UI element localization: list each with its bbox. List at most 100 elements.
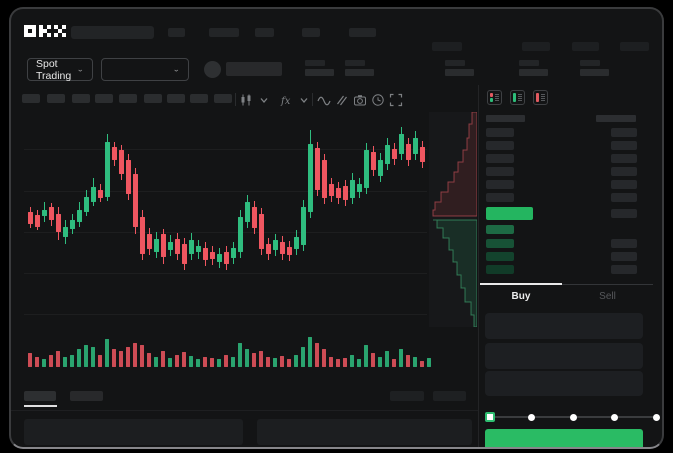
candle-body	[154, 239, 159, 252]
chevron-down-icon[interactable]	[297, 93, 311, 107]
candle-body	[315, 148, 320, 190]
market-type-selector[interactable]: Spot Trading ⌄	[27, 58, 93, 82]
volume-bar	[56, 351, 60, 367]
candle-body	[301, 207, 306, 245]
bid-price-placeholder[interactable]	[486, 239, 514, 248]
volume-bar	[161, 351, 165, 367]
candle-body	[231, 248, 236, 258]
wave-line-icon[interactable]	[317, 93, 331, 107]
volume-bar	[315, 343, 319, 367]
ask-price-placeholder[interactable]	[486, 154, 514, 163]
bid-amount-placeholder	[611, 265, 637, 274]
volume-bar	[140, 345, 144, 367]
amount-input[interactable]	[485, 343, 643, 369]
pair-selector[interactable]: ⌄	[101, 58, 189, 81]
ticker-stat-value-placeholder	[345, 69, 374, 76]
buy-submit-button[interactable]	[485, 429, 643, 447]
volume-bar	[301, 347, 305, 367]
ask-price-placeholder[interactable]	[486, 193, 514, 202]
timeframe-button-placeholder[interactable]	[190, 94, 208, 103]
buy-tab-indicator	[480, 283, 562, 285]
nav-item-placeholder[interactable]	[620, 42, 649, 51]
bottom-action-placeholder[interactable]	[433, 391, 466, 401]
nav-item-placeholder[interactable]	[255, 28, 274, 37]
timeframe-button-placeholder[interactable]	[144, 94, 162, 103]
search-input[interactable]	[71, 26, 154, 39]
volume-bar	[399, 349, 403, 367]
slider-stop-dot[interactable]	[569, 413, 577, 421]
bid-price-placeholder[interactable]	[486, 225, 514, 234]
ask-price-placeholder[interactable]	[486, 180, 514, 189]
tab-buy[interactable]: Buy	[480, 285, 562, 307]
volume-bar	[420, 361, 424, 367]
nav-item-placeholder[interactable]	[572, 42, 599, 51]
okx-logo[interactable]	[24, 25, 66, 37]
slider-handle[interactable]	[485, 412, 495, 422]
candle-body	[112, 147, 117, 160]
candle-body	[70, 220, 75, 229]
nav-item-placeholder[interactable]	[522, 42, 550, 51]
total-input[interactable]	[485, 371, 643, 396]
timeframe-button-placeholder[interactable]	[214, 94, 232, 103]
ask-amount-placeholder	[611, 209, 637, 218]
pair-avatar	[204, 61, 221, 78]
book-asks-bids-icon[interactable]	[487, 90, 502, 105]
volume-bar	[364, 345, 368, 367]
nav-item-placeholder[interactable]	[302, 28, 320, 37]
candle-body	[105, 142, 110, 197]
volume-bar	[91, 347, 95, 367]
volume-bar	[259, 351, 263, 367]
candle-body	[259, 214, 264, 249]
candlestick-chart[interactable]	[24, 112, 427, 332]
volume-bar	[245, 349, 249, 367]
bottom-tab[interactable]	[70, 391, 103, 401]
chart-gridline	[24, 273, 427, 274]
ask-price-placeholder[interactable]	[486, 167, 514, 176]
ticker-stat-label-placeholder	[305, 60, 325, 66]
indicators-fx-icon[interactable]: fx	[279, 93, 293, 107]
book-asks-only-icon[interactable]	[533, 90, 548, 105]
candle-body	[217, 254, 222, 262]
slider-stop-dot[interactable]	[528, 413, 535, 421]
bid-price-placeholder[interactable]	[486, 265, 514, 274]
timeframe-button-placeholder[interactable]	[119, 94, 137, 103]
nav-item-placeholder[interactable]	[168, 28, 185, 37]
timeframe-button-placeholder[interactable]	[167, 94, 185, 103]
orderbook-header-amount-placeholder	[596, 115, 636, 122]
bid-price-placeholder[interactable]	[486, 252, 514, 261]
volume-bar	[28, 353, 32, 367]
chevron-down-icon[interactable]	[257, 93, 271, 107]
candle-body	[343, 186, 348, 200]
chart-type-candles-icon[interactable]	[239, 93, 253, 107]
fullscreen-icon[interactable]	[389, 93, 403, 107]
camera-screenshot-icon[interactable]	[353, 93, 367, 107]
ask-amount-placeholder	[611, 180, 637, 189]
bottom-tab-active[interactable]	[24, 391, 56, 401]
chart-gridline	[24, 149, 427, 150]
bottom-action-placeholder[interactable]	[390, 391, 424, 401]
candle-body	[413, 138, 418, 154]
price-input[interactable]	[485, 313, 643, 339]
timeframe-button-placeholder[interactable]	[22, 94, 40, 103]
orders-panel-placeholder	[257, 419, 472, 445]
svg-text:fx: fx	[280, 96, 291, 107]
candle-body	[392, 149, 397, 159]
timeframe-button-placeholder[interactable]	[47, 94, 65, 103]
history-clock-icon[interactable]	[371, 93, 385, 107]
slider-stop-dot[interactable]	[652, 413, 660, 421]
tab-sell[interactable]: Sell	[562, 285, 653, 307]
ask-price-placeholder[interactable]	[486, 128, 514, 137]
nav-item-placeholder[interactable]	[349, 28, 376, 37]
volume-bar	[406, 355, 410, 367]
ticker-stat-value-placeholder	[305, 69, 334, 76]
nav-item-placeholder[interactable]	[432, 42, 462, 51]
nav-item-placeholder[interactable]	[209, 28, 239, 37]
timeframe-button-placeholder[interactable]	[72, 94, 90, 103]
volume-bar	[322, 349, 326, 367]
trendline-tool-icon[interactable]	[335, 93, 349, 107]
ask-price-placeholder[interactable]	[486, 141, 514, 150]
timeframe-button-placeholder[interactable]	[95, 94, 113, 103]
book-bids-only-icon[interactable]	[510, 90, 525, 105]
slider-stop-dot[interactable]	[611, 413, 618, 421]
volume-bar	[224, 355, 228, 367]
